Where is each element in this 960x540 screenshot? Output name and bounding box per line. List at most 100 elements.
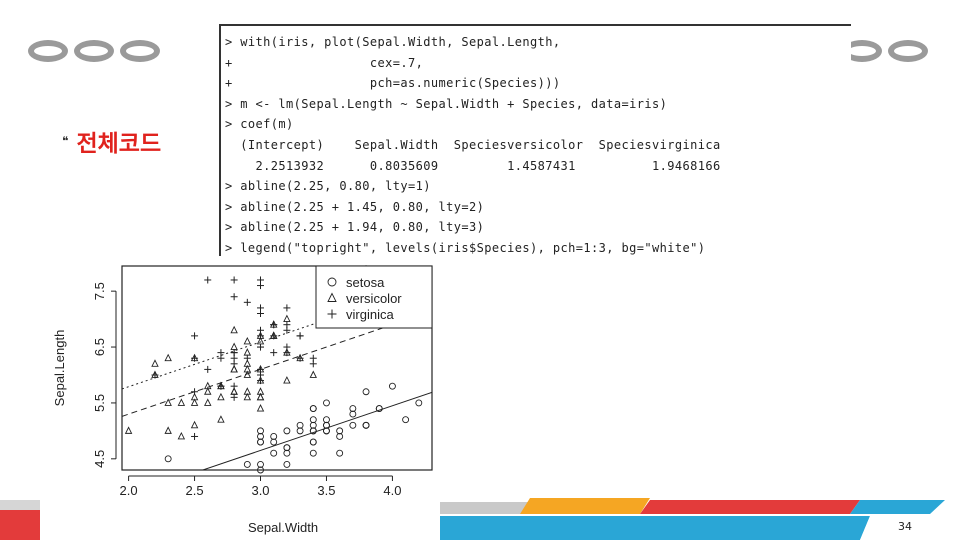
console-line: > abline(2.25 + 1.45, 0.80, lty=2)	[225, 199, 485, 214]
point-virginica	[270, 332, 278, 340]
point-versicolor	[204, 398, 212, 406]
legend-label: setosa	[346, 275, 385, 290]
point-setosa	[402, 416, 410, 424]
y-tick-label: 6.5	[92, 338, 107, 356]
point-versicolor	[243, 370, 252, 378]
console-line: > legend("topright", levels(iris$Species…	[225, 240, 706, 255]
point-setosa	[243, 460, 251, 468]
console-line: > with(iris, plot(Sepal.Width, Sepal.Len…	[225, 35, 561, 49]
point-versicolor	[151, 359, 159, 367]
point-virginica	[243, 298, 251, 306]
point-setosa	[336, 449, 344, 457]
point-setosa	[415, 399, 423, 407]
y-tick-label: 7.5	[92, 282, 107, 300]
data-points	[124, 265, 423, 474]
point-setosa	[323, 427, 330, 435]
point-virginica	[191, 388, 199, 396]
legend-marker-setosa	[327, 277, 337, 287]
console-line: + pch=as.numeric(Species)))	[225, 76, 561, 91]
point-virginica	[283, 326, 291, 334]
point-versicolor	[124, 426, 133, 434]
point-virginica	[230, 276, 238, 284]
page-number: 34	[898, 520, 912, 533]
footer-orange	[520, 498, 650, 514]
deco-ring-2	[74, 40, 114, 62]
x-tick-label: 3.5	[317, 483, 335, 498]
point-setosa	[283, 449, 291, 457]
footer-blue-bottom	[440, 516, 870, 540]
point-virginica	[191, 432, 199, 440]
console-line: 2.2513932 0.8035609 1.4587431 1.9468166	[225, 158, 721, 173]
point-versicolor	[217, 415, 225, 423]
footer-red-band	[640, 500, 860, 514]
point-versicolor	[243, 392, 252, 401]
point-setosa	[309, 405, 317, 412]
point-versicolor	[256, 392, 265, 401]
point-virginica	[257, 343, 265, 351]
point-versicolor	[256, 404, 265, 412]
x-tick-label: 2.5	[186, 483, 204, 498]
point-setosa	[257, 460, 264, 468]
point-versicolor	[283, 376, 291, 384]
point-setosa	[375, 405, 383, 412]
footer-red-left	[0, 510, 40, 540]
point-setosa	[309, 449, 317, 457]
y-axis-label: Sepal.Length	[52, 330, 67, 407]
point-versicolor	[309, 370, 318, 378]
point-virginica	[296, 354, 304, 362]
point-setosa	[336, 433, 344, 440]
point-virginica	[257, 332, 265, 340]
point-versicolor	[177, 398, 186, 406]
point-virginica	[217, 382, 225, 390]
footer-blue-top	[850, 500, 945, 514]
slide-heading: 전체코드	[76, 131, 162, 157]
legend-box	[315, 265, 433, 329]
point-virginica	[217, 354, 225, 362]
point-setosa	[349, 421, 357, 429]
point-virginica	[257, 276, 265, 284]
point-versicolor	[164, 398, 172, 406]
y-tick-label: 4.5	[92, 450, 107, 468]
point-versicolor	[204, 381, 212, 390]
footer-white-tab	[860, 516, 930, 540]
x-tick-label: 2.0	[120, 483, 138, 498]
regression-line-dashed	[122, 310, 432, 417]
x-tick-label: 4.0	[383, 483, 401, 498]
point-setosa	[257, 438, 264, 446]
point-setosa	[362, 421, 370, 429]
point-setosa	[270, 438, 278, 446]
point-setosa	[309, 421, 317, 429]
point-virginica	[204, 365, 212, 373]
point-setosa	[309, 438, 317, 446]
point-setosa	[270, 449, 278, 457]
x-tick-label: 3.0	[251, 483, 269, 498]
point-versicolor	[230, 325, 238, 334]
console-line: > abline(2.25 + 1.94, 0.80, lty=3)	[225, 220, 485, 235]
point-setosa	[349, 410, 357, 418]
point-versicolor	[164, 426, 172, 434]
point-versicolor	[204, 387, 212, 395]
console-line: (Intercept) Sepal.Width Speciesversicolo…	[225, 137, 721, 152]
legend-label: versicolor	[346, 291, 402, 306]
point-setosa	[362, 388, 370, 396]
console-line: > abline(2.25, 0.80, lty=1)	[225, 179, 431, 194]
point-virginica	[296, 332, 304, 340]
point-setosa	[296, 427, 304, 435]
point-setosa	[323, 416, 330, 424]
console-line: > coef(m)	[225, 117, 294, 132]
point-versicolor	[190, 398, 199, 406]
point-versicolor	[164, 353, 172, 362]
scatter-plot: 2.0 2.5 3.0 3.5 4.0 4.5 5.5 6.5 7.5 setosaversic…	[52, 265, 433, 535]
point-virginica	[270, 321, 278, 329]
console-line: > m <- lm(Sepal.Length ~ Sepal.Width + S…	[225, 96, 668, 111]
point-virginica	[257, 377, 265, 385]
x-axis-label: Sepal.Width	[248, 520, 318, 535]
point-virginica	[191, 354, 199, 362]
footer-decoration	[0, 498, 945, 540]
y-tick-label: 5.5	[92, 394, 107, 412]
point-setosa	[164, 455, 172, 463]
quote-bullet-icon: ❝	[62, 134, 69, 148]
point-versicolor	[243, 359, 252, 367]
point-versicolor	[177, 431, 186, 440]
point-setosa	[283, 427, 291, 435]
